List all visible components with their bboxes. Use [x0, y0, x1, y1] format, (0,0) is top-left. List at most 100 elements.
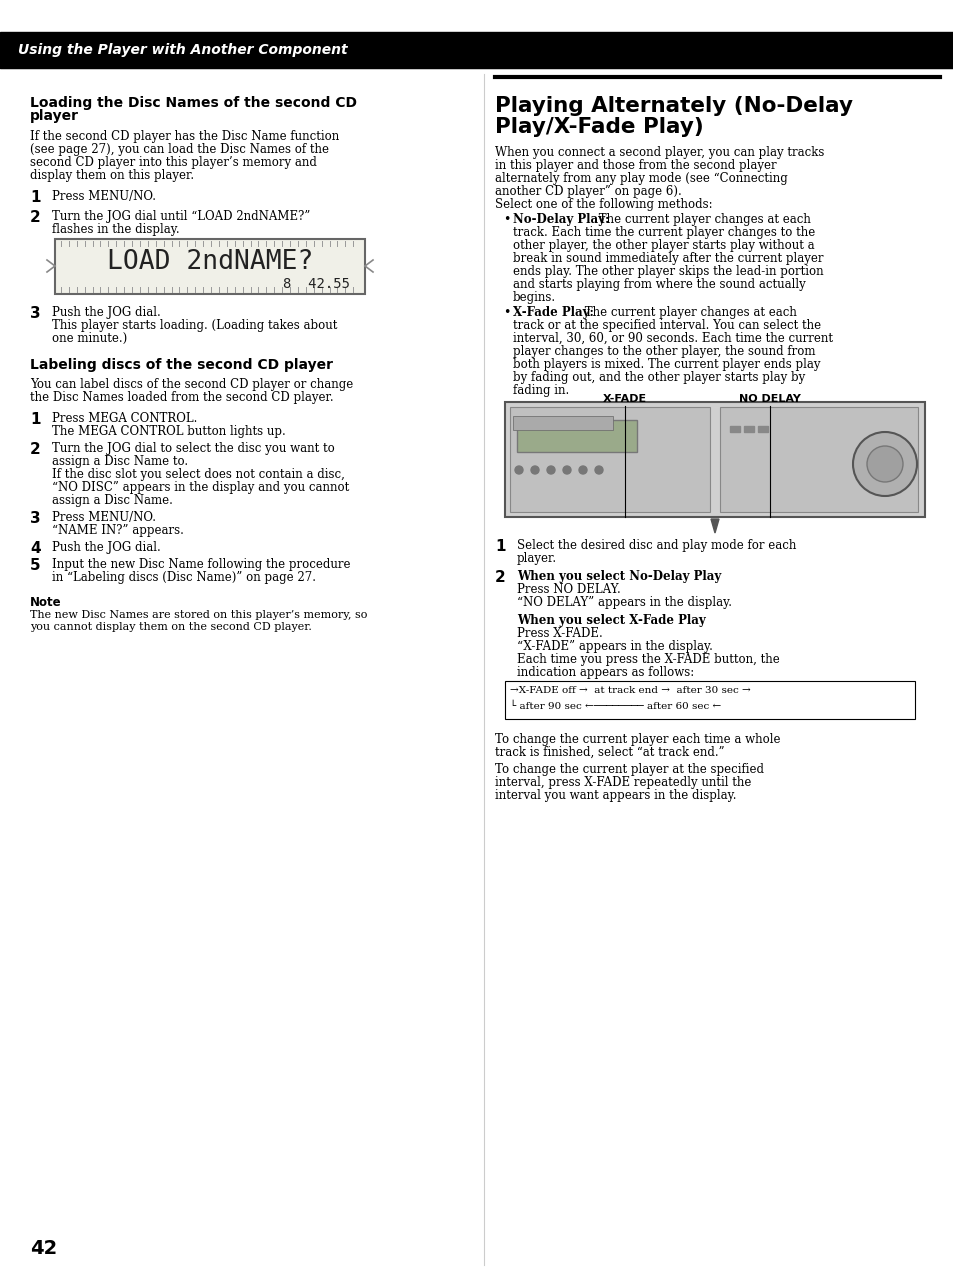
Text: To change the current player each time a whole: To change the current player each time a… [495, 733, 780, 747]
Text: track or at the specified interval. You can select the: track or at the specified interval. You … [513, 318, 821, 333]
Bar [55, 240, 365, 294]
Text: break in sound immediately after the current player: break in sound immediately after the cur… [513, 252, 822, 265]
Text: 3: 3 [30, 511, 41, 526]
Text: When you select X-Fade Play: When you select X-Fade Play [517, 614, 705, 627]
Text: Press MEGA CONTROL.: Press MEGA CONTROL. [52, 412, 197, 426]
Text: If the disc slot you select does not contain a disc,: If the disc slot you select does not con… [52, 468, 345, 482]
Text: 3: 3 [30, 306, 41, 321]
Text: player: player [30, 110, 79, 124]
Text: another CD player” on page 6).: another CD player” on page 6). [495, 185, 681, 197]
Text: in this player and those from the second player: in this player and those from the second… [495, 159, 776, 172]
Text: Note: Note [30, 596, 62, 609]
Text: track is finished, select “at track end.”: track is finished, select “at track end.… [495, 747, 724, 759]
Text: This player starts loading. (Loading takes about: This player starts loading. (Loading tak… [52, 318, 337, 333]
Text: “X-FADE” appears in the display.: “X-FADE” appears in the display. [517, 640, 712, 654]
Text: Push the JOG dial.: Push the JOG dial. [52, 541, 161, 554]
Text: 4: 4 [30, 541, 41, 555]
Text: 2: 2 [495, 569, 505, 585]
Text: “NAME IN?” appears.: “NAME IN?” appears. [52, 524, 184, 538]
Circle shape [562, 466, 571, 474]
Text: LOAD 2ndNAME?: LOAD 2ndNAME? [107, 248, 313, 275]
Text: player.: player. [517, 552, 557, 564]
Bar [743, 426, 753, 432]
Text: →X-FADE off →  at track end →  after 30 sec →: →X-FADE off → at track end → after 30 se… [510, 685, 750, 696]
Text: fading in.: fading in. [513, 383, 569, 397]
Text: If the second CD player has the Disc Name function: If the second CD player has the Disc Nam… [30, 130, 339, 143]
Text: Push the JOG dial.: Push the JOG dial. [52, 306, 161, 318]
Text: 8  42.55: 8 42.55 [283, 276, 350, 290]
Bar [504, 403, 924, 517]
Text: Labeling discs of the second CD player: Labeling discs of the second CD player [30, 358, 333, 372]
Text: flashes in the display.: flashes in the display. [52, 223, 179, 236]
Text: you cannot display them on the second CD player.: you cannot display them on the second CD… [30, 622, 312, 632]
Bar [729, 426, 740, 432]
Text: When you select No-Delay Play: When you select No-Delay Play [517, 569, 720, 583]
Text: interval, 30, 60, or 90 seconds. Each time the current: interval, 30, 60, or 90 seconds. Each ti… [513, 333, 832, 345]
Text: •: • [502, 213, 510, 225]
Text: by fading out, and the other player starts play by: by fading out, and the other player star… [513, 371, 804, 383]
Circle shape [515, 466, 522, 474]
Circle shape [866, 446, 902, 482]
Text: (see page 27), you can load the Disc Names of the: (see page 27), you can load the Disc Nam… [30, 143, 329, 155]
Text: the Disc Names loaded from the second CD player.: the Disc Names loaded from the second CD… [30, 391, 334, 404]
Circle shape [531, 466, 538, 474]
Bar [504, 682, 914, 719]
Circle shape [546, 466, 555, 474]
Bar [0, 32, 953, 68]
Text: Turn the JOG dial to select the disc you want to: Turn the JOG dial to select the disc you… [52, 442, 335, 455]
Text: display them on this player.: display them on this player. [30, 169, 193, 182]
Text: Play/X-Fade Play): Play/X-Fade Play) [495, 117, 703, 138]
Text: assign a Disc Name.: assign a Disc Name. [52, 494, 172, 507]
Text: You can label discs of the second CD player or change: You can label discs of the second CD pla… [30, 378, 353, 391]
Text: interval you want appears in the display.: interval you want appears in the display… [495, 789, 736, 803]
Text: Press MENU/NO.: Press MENU/NO. [52, 190, 156, 203]
Text: both players is mixed. The current player ends play: both players is mixed. The current playe… [513, 358, 820, 371]
Text: Press MENU/NO.: Press MENU/NO. [52, 511, 156, 524]
Text: When you connect a second player, you can play tracks: When you connect a second player, you ca… [495, 147, 823, 159]
Text: 42: 42 [30, 1238, 57, 1257]
Text: To change the current player at the specified: To change the current player at the spec… [495, 763, 763, 776]
Text: Select one of the following methods:: Select one of the following methods: [495, 197, 712, 211]
Text: 1: 1 [495, 539, 505, 554]
Bar [510, 406, 709, 512]
Text: other player, the other player starts play without a: other player, the other player starts pl… [513, 240, 814, 252]
Text: ends play. The other player skips the lead-in portion: ends play. The other player skips the le… [513, 265, 822, 278]
Text: indication appears as follows:: indication appears as follows: [517, 666, 694, 679]
Text: •: • [502, 306, 510, 318]
Text: The MEGA CONTROL button lights up.: The MEGA CONTROL button lights up. [52, 426, 286, 438]
Text: one minute.): one minute.) [52, 333, 127, 345]
Bar [720, 406, 917, 512]
Text: Input the new Disc Name following the procedure: Input the new Disc Name following the pr… [52, 558, 350, 571]
Text: track. Each time the current player changes to the: track. Each time the current player chan… [513, 225, 815, 240]
Text: “NO DISC” appears in the display and you cannot: “NO DISC” appears in the display and you… [52, 482, 349, 494]
Text: 1: 1 [30, 412, 40, 427]
Text: The new Disc Names are stored on this player’s memory, so: The new Disc Names are stored on this pl… [30, 610, 367, 620]
Polygon shape [710, 519, 719, 533]
Text: Press X-FADE.: Press X-FADE. [517, 627, 602, 640]
Text: Turn the JOG dial until “LOAD 2ndNAME?”: Turn the JOG dial until “LOAD 2ndNAME?” [52, 210, 310, 223]
Bar [758, 426, 767, 432]
Text: in “Labeling discs (Disc Name)” on page 27.: in “Labeling discs (Disc Name)” on page … [52, 571, 315, 583]
Text: X-FADE: X-FADE [602, 394, 646, 404]
Text: No-Delay Play:: No-Delay Play: [513, 213, 609, 225]
Circle shape [595, 466, 602, 474]
Text: interval, press X-FADE repeatedly until the: interval, press X-FADE repeatedly until … [495, 776, 751, 789]
Text: assign a Disc Name to.: assign a Disc Name to. [52, 455, 188, 468]
Text: └ after 90 sec ←──────── after 60 sec ←: └ after 90 sec ←──────── after 60 sec ← [510, 702, 720, 711]
Bar [513, 417, 613, 431]
Text: player changes to the other player, the sound from: player changes to the other player, the … [513, 345, 815, 358]
Text: 2: 2 [30, 442, 41, 457]
Text: alternately from any play mode (see “Connecting: alternately from any play mode (see “Con… [495, 172, 787, 185]
Text: begins.: begins. [513, 290, 556, 304]
Text: 1: 1 [30, 190, 40, 205]
Text: 5: 5 [30, 558, 41, 573]
Text: “NO DELAY” appears in the display.: “NO DELAY” appears in the display. [517, 596, 731, 609]
Circle shape [578, 466, 586, 474]
Text: Using the Player with Another Component: Using the Player with Another Component [18, 43, 347, 57]
Circle shape [852, 432, 916, 496]
Text: The current player changes at each: The current player changes at each [595, 213, 810, 225]
Text: The current player changes at each: The current player changes at each [580, 306, 796, 318]
Text: Select the desired disc and play mode for each: Select the desired disc and play mode fo… [517, 539, 796, 552]
Text: second CD player into this player’s memory and: second CD player into this player’s memo… [30, 155, 316, 169]
Text: Playing Alternately (No-Delay: Playing Alternately (No-Delay [495, 96, 852, 116]
